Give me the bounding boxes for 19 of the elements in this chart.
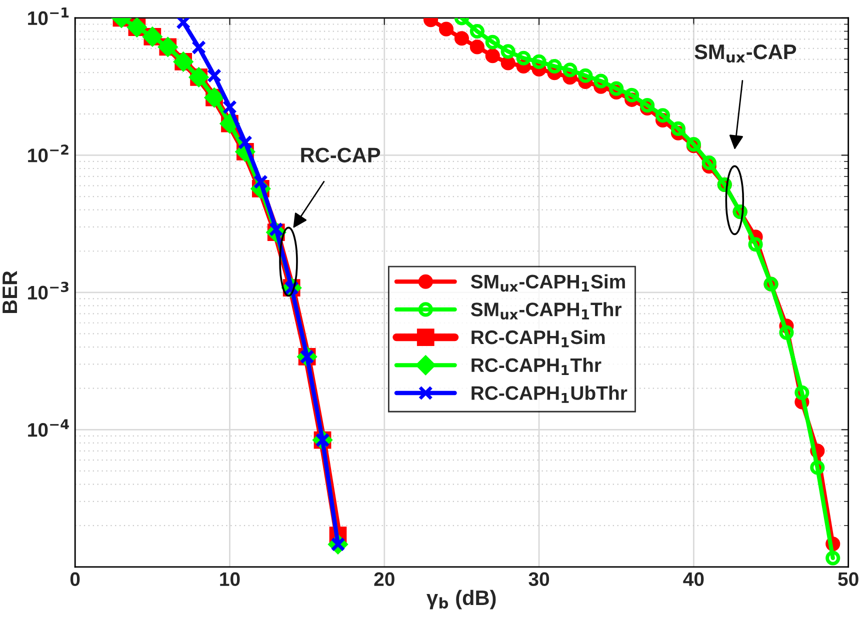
annotation: SM$_{ux}$-CAP [694, 44, 796, 63]
annotation: RC-CAP [301, 148, 380, 162]
legend-label: SM$_{ux}$-CAPH$_{1}$Sim [470, 274, 625, 292]
x-axis-title: γ$_{b}$ (dB) [426, 590, 496, 610]
y-tick-label: 10$^{−1}$ [28, 8, 69, 26]
x-tick-label: 30 [528, 572, 550, 586]
y-tick-label: 10$^{−4}$ [28, 419, 69, 437]
legend-label: RC-CAPH$_{1}$Sim [472, 330, 605, 348]
y-tick-label: 10$^{−3}$ [28, 282, 68, 300]
x-tick-label: 0 [70, 572, 80, 586]
x-tick-label: 10 [220, 572, 240, 586]
legend-label: RC-CAPH$_{1}$UbThr [472, 386, 628, 403]
y-axis-title: BER [2, 270, 17, 314]
legend-label: SM$_{ux}$-CAPH$_{1}$Thr [470, 302, 622, 320]
legend-label: RC-CAPH$_{1}$Thr [472, 358, 602, 376]
x-tick-label: 40 [683, 572, 704, 586]
y-tick-label: 10$^{−2}$ [28, 144, 68, 162]
x-tick-label: 50 [838, 572, 858, 586]
x-tick-label: 20 [374, 572, 394, 586]
